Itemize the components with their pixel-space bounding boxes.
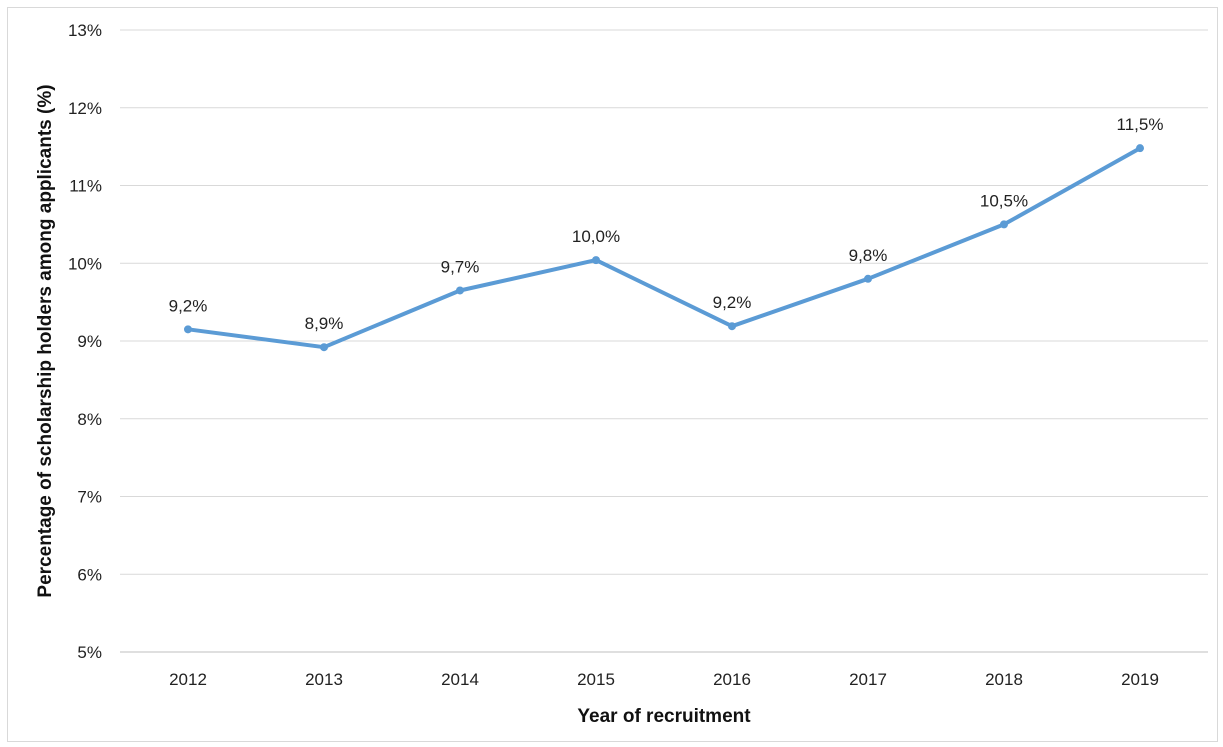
data-label: 9,2%	[713, 293, 752, 312]
x-tick-label: 2015	[577, 670, 615, 689]
gridlines	[120, 29, 1208, 653]
x-tick-label: 2012	[169, 670, 207, 689]
x-tick-label: 2014	[441, 670, 479, 689]
chart-frame	[7, 7, 1218, 742]
data-point	[1136, 144, 1144, 153]
y-tick-label: 10%	[68, 254, 102, 273]
data-label: 9,8%	[849, 246, 888, 265]
data-label: 8,9%	[305, 314, 344, 333]
x-tick-label: 2017	[849, 670, 887, 689]
data-point	[456, 286, 464, 295]
data-point	[1000, 220, 1008, 229]
x-axis-title: Year of recruitment	[577, 706, 751, 727]
data-point	[864, 274, 872, 283]
data-point	[728, 322, 736, 331]
data-label: 10,0%	[572, 227, 620, 246]
y-axis-tick-labels: 5% 6% 7% 8% 9% 10% 11% 12% 13%	[68, 21, 102, 662]
data-point	[592, 256, 600, 265]
y-tick-label: 5%	[77, 643, 102, 662]
x-tick-label: 2013	[305, 670, 343, 689]
y-tick-label: 12%	[68, 99, 102, 118]
series-line	[186, 146, 1142, 350]
data-point-markers	[184, 144, 1144, 352]
y-axis-title: Percentage of scholarship holders among …	[35, 84, 56, 597]
x-tick-label: 2018	[985, 670, 1023, 689]
data-point	[320, 343, 328, 352]
data-label: 9,7%	[441, 257, 480, 276]
y-tick-label: 9%	[77, 332, 102, 351]
data-labels: 9,2% 8,9% 9,7% 10,0% 9,2% 9,8% 10,5% 11,5%	[169, 115, 1164, 333]
y-tick-label: 8%	[77, 410, 102, 429]
x-tick-label: 2019	[1121, 670, 1159, 689]
y-tick-label: 13%	[68, 21, 102, 40]
y-tick-label: 11%	[69, 177, 102, 196]
x-tick-label: 2016	[713, 670, 751, 689]
data-label: 9,2%	[169, 296, 208, 315]
data-label: 10,5%	[980, 191, 1028, 210]
data-point	[184, 325, 192, 334]
y-tick-label: 6%	[77, 565, 102, 584]
y-tick-label: 7%	[77, 488, 102, 507]
data-label: 11,5%	[1117, 115, 1164, 134]
x-axis-tick-labels: 2012 2013 2014 2015 2016 2017 2018 2019	[169, 670, 1159, 689]
